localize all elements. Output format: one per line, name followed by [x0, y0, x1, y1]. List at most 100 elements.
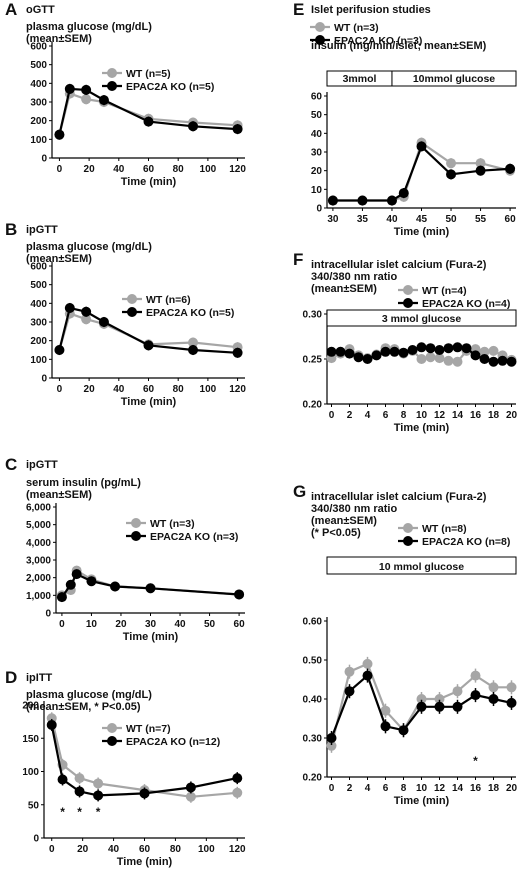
legend-n-text: (n=3): [397, 35, 422, 47]
data-point: [344, 666, 355, 677]
legend-swatch-marker: [403, 285, 413, 295]
data-point: [344, 348, 355, 359]
x-tick-label: 6: [383, 410, 389, 421]
x-tick-label: 40: [174, 619, 186, 630]
data-point: [145, 583, 156, 594]
legend-label: WT (n=6): [146, 294, 191, 306]
data-point: [232, 124, 243, 135]
data-point: [470, 690, 481, 701]
chart-title-line: 340/380 nm ratio: [311, 503, 397, 515]
data-point: [185, 791, 196, 802]
panel-label: B: [5, 220, 17, 239]
legend-swatch-marker: [403, 523, 413, 533]
condition-box-label: 3mmol: [343, 73, 377, 85]
x-tick-label: 12: [434, 783, 446, 794]
data-point: [232, 787, 243, 798]
data-point: [65, 579, 76, 590]
data-point: [488, 345, 499, 356]
y-tick-label: 4,000: [26, 538, 51, 549]
legend-label: EPAC2A KO (n=4): [422, 298, 510, 310]
x-tick-label: 55: [475, 214, 487, 225]
legend-series-name: EPAC2A KO: [422, 536, 485, 548]
series-ko: [326, 342, 517, 367]
y-tick-label: 100: [22, 767, 39, 778]
x-tick-label: 60: [143, 384, 155, 395]
x-tick-label: 12: [434, 410, 446, 421]
data-point: [143, 116, 154, 127]
data-point: [452, 686, 463, 697]
data-point: [326, 346, 337, 357]
panel-label: C: [5, 455, 17, 474]
y-tick-label: 5,000: [26, 520, 51, 531]
x-axis-label: Time (min): [123, 631, 179, 643]
condition-box: [391, 70, 517, 87]
x-tick-label: 0: [329, 783, 335, 794]
x-tick-label: 10: [416, 783, 428, 794]
data-point: [143, 340, 154, 351]
data-point: [327, 195, 338, 206]
data-point: [506, 697, 517, 708]
data-point: [64, 83, 75, 94]
x-tick-label: 50: [445, 214, 457, 225]
data-point: [386, 195, 397, 206]
data-point: [56, 592, 67, 603]
x-tick-label: 14: [452, 410, 464, 421]
x-tick-label: 10: [416, 410, 428, 421]
x-tick-label: 45: [416, 214, 428, 225]
legend-swatch-marker: [107, 68, 117, 78]
data-point: [488, 694, 499, 704]
x-tick-label: 0: [57, 164, 63, 175]
data-point: [470, 350, 481, 361]
x-tick-label: 120: [229, 844, 246, 855]
panel-label: D: [5, 668, 17, 687]
legend-swatch-marker: [131, 531, 141, 541]
x-tick-label: 16: [470, 783, 482, 794]
legend-n-text: (n=3): [213, 531, 238, 543]
data-point: [416, 694, 427, 704]
data-point: [93, 790, 104, 801]
data-point: [188, 345, 199, 355]
x-tick-label: 30: [145, 619, 157, 630]
legend-n-text: (n=8): [485, 536, 510, 548]
data-point: [475, 158, 486, 169]
data-point: [380, 721, 391, 732]
chart-title-line: (mean±SEM): [26, 33, 92, 45]
y-tick-label: 30: [311, 148, 323, 159]
legend-series-name: WT: [422, 523, 441, 535]
x-axis-label: Time (min): [117, 856, 173, 868]
x-tick-label: 35: [357, 214, 369, 225]
data-point: [232, 773, 243, 784]
data-point: [93, 778, 104, 789]
x-axis-label: Time (min): [394, 226, 450, 238]
data-point: [335, 346, 346, 357]
series-ko: [54, 302, 243, 358]
data-point: [416, 354, 427, 364]
legend-swatch-marker: [403, 298, 413, 308]
y-tick-label: 0: [41, 374, 47, 385]
legend-series-name: EPAC2A KO: [126, 736, 189, 748]
data-point: [389, 346, 400, 357]
data-point: [488, 356, 499, 367]
x-tick-label: 0: [57, 384, 63, 395]
data-point: [326, 740, 337, 751]
legend-label: WT (n=3): [334, 22, 379, 34]
legend-label: WT (n=5): [126, 68, 171, 80]
legend-swatch-marker: [107, 81, 117, 91]
data-point: [434, 694, 445, 704]
panel-e: E Islet perifusion studies insulin (mg/min…: [293, 0, 517, 238]
data-point: [64, 303, 75, 313]
data-point: [452, 701, 463, 712]
condition-box-label: 3 mmol glucose: [382, 313, 462, 325]
x-tick-label: 20: [506, 783, 518, 794]
legend-series-name: WT: [334, 22, 353, 34]
significance-star: *: [96, 805, 101, 819]
x-tick-label: 60: [505, 214, 517, 225]
data-point: [505, 163, 516, 174]
x-tick-label: 0: [59, 619, 65, 630]
y-tick-label: 0.25: [303, 355, 323, 366]
y-tick-label: 600: [30, 262, 47, 273]
x-tick-label: 14: [452, 783, 464, 794]
